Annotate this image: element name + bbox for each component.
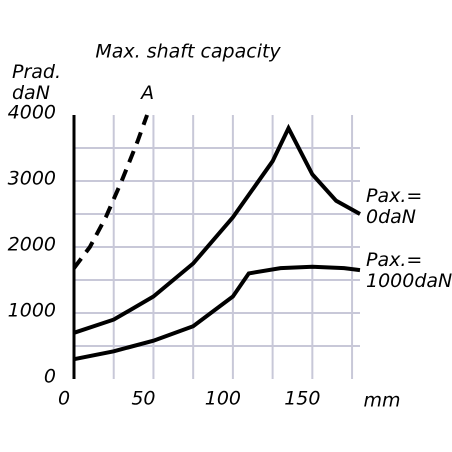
y-tick-label: 2000	[8, 234, 56, 256]
x-tick-label: 100	[205, 388, 241, 410]
series-label: A	[141, 82, 155, 104]
y-tick-label: 0	[44, 366, 56, 388]
y-tick-label: 4000	[8, 102, 56, 124]
y-axis-label: Prad. daN	[12, 61, 62, 104]
x-tick-label: 150	[284, 388, 320, 410]
y-tick-label: 3000	[8, 168, 56, 190]
line	[72, 114, 149, 270]
x-tick-label: 0	[58, 388, 70, 410]
line	[73, 123, 361, 335]
line	[73, 264, 361, 362]
series-label: Pax.= 0daN	[366, 185, 423, 228]
series-label: Pax.= 1000daN	[366, 249, 452, 292]
chart-title: Max. shaft capacity	[95, 41, 281, 63]
x-tick-label: 50	[131, 388, 155, 410]
y-tick-label: 1000	[8, 300, 56, 322]
x-axis-label: mm	[363, 390, 400, 412]
